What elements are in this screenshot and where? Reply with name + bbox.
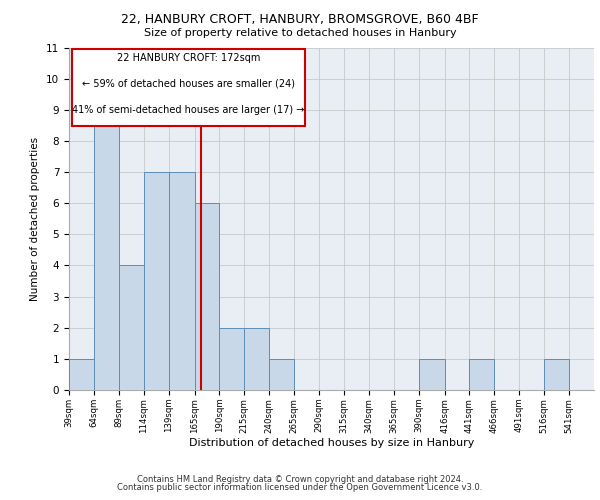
Bar bbox=[269, 359, 294, 390]
Y-axis label: Number of detached properties: Number of detached properties bbox=[31, 136, 40, 301]
Bar bbox=[244, 328, 269, 390]
Bar bbox=[220, 328, 244, 390]
Text: 41% of semi-detached houses are larger (17) →: 41% of semi-detached houses are larger (… bbox=[72, 104, 305, 115]
Bar bbox=[169, 172, 194, 390]
Bar bbox=[469, 359, 494, 390]
Text: Size of property relative to detached houses in Hanbury: Size of property relative to detached ho… bbox=[143, 28, 457, 38]
Bar bbox=[544, 359, 569, 390]
X-axis label: Distribution of detached houses by size in Hanbury: Distribution of detached houses by size … bbox=[189, 438, 474, 448]
Bar bbox=[194, 203, 220, 390]
Text: Contains public sector information licensed under the Open Government Licence v3: Contains public sector information licen… bbox=[118, 484, 482, 492]
Bar bbox=[69, 359, 94, 390]
FancyBboxPatch shape bbox=[71, 49, 305, 126]
Bar bbox=[419, 359, 445, 390]
Bar bbox=[144, 172, 169, 390]
Bar bbox=[119, 266, 144, 390]
Bar bbox=[94, 110, 119, 390]
Text: 22, HANBURY CROFT, HANBURY, BROMSGROVE, B60 4BF: 22, HANBURY CROFT, HANBURY, BROMSGROVE, … bbox=[121, 12, 479, 26]
Text: ← 59% of detached houses are smaller (24): ← 59% of detached houses are smaller (24… bbox=[82, 78, 295, 88]
Text: Contains HM Land Registry data © Crown copyright and database right 2024.: Contains HM Land Registry data © Crown c… bbox=[137, 475, 463, 484]
Text: 22 HANBURY CROFT: 172sqm: 22 HANBURY CROFT: 172sqm bbox=[117, 52, 260, 62]
